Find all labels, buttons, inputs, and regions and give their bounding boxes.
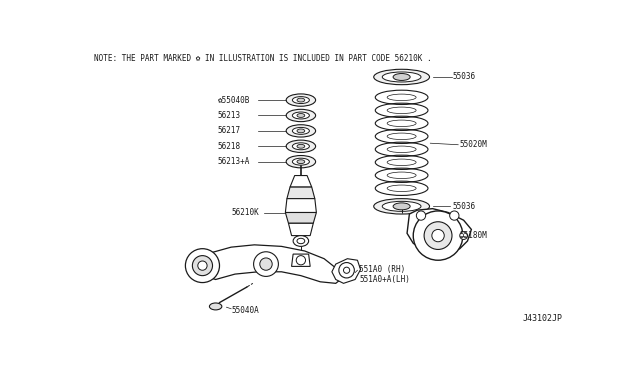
Ellipse shape xyxy=(286,125,316,137)
Polygon shape xyxy=(332,259,360,283)
Circle shape xyxy=(296,256,305,265)
Circle shape xyxy=(450,211,459,220)
Ellipse shape xyxy=(382,72,421,82)
Text: 56217: 56217 xyxy=(218,126,241,135)
Circle shape xyxy=(432,230,444,242)
Ellipse shape xyxy=(387,159,416,166)
Text: 56210K: 56210K xyxy=(231,208,259,217)
Polygon shape xyxy=(292,254,310,266)
Ellipse shape xyxy=(297,113,305,118)
Ellipse shape xyxy=(387,146,416,153)
Ellipse shape xyxy=(209,303,222,310)
Polygon shape xyxy=(407,209,472,255)
Polygon shape xyxy=(198,245,344,283)
Text: 56218: 56218 xyxy=(218,142,241,151)
Ellipse shape xyxy=(297,160,305,164)
Ellipse shape xyxy=(387,133,416,140)
Text: 56213: 56213 xyxy=(218,111,241,120)
Ellipse shape xyxy=(286,94,316,106)
Polygon shape xyxy=(290,176,312,187)
Ellipse shape xyxy=(387,94,416,100)
Text: 55036: 55036 xyxy=(452,202,475,211)
Ellipse shape xyxy=(297,129,305,133)
Text: ✿55040B: ✿55040B xyxy=(218,96,250,105)
Circle shape xyxy=(186,249,220,283)
Polygon shape xyxy=(285,212,316,223)
Text: 55040A: 55040A xyxy=(231,306,259,315)
Ellipse shape xyxy=(292,97,309,103)
Ellipse shape xyxy=(286,109,316,122)
Ellipse shape xyxy=(292,112,309,119)
Ellipse shape xyxy=(387,172,416,179)
Ellipse shape xyxy=(393,74,410,80)
Ellipse shape xyxy=(292,158,309,165)
Circle shape xyxy=(193,256,212,276)
Ellipse shape xyxy=(374,199,429,214)
Text: 55020M: 55020M xyxy=(460,140,488,149)
Text: NOTE: THE PART MARKED ✿ IN ILLUSTRATION IS INCLUDED IN PART CODE 56210K .: NOTE: THE PART MARKED ✿ IN ILLUSTRATION … xyxy=(94,54,431,63)
Ellipse shape xyxy=(286,155,316,168)
Circle shape xyxy=(413,211,463,260)
Ellipse shape xyxy=(387,120,416,126)
Ellipse shape xyxy=(374,69,429,85)
Ellipse shape xyxy=(393,203,410,210)
Ellipse shape xyxy=(286,140,316,153)
Ellipse shape xyxy=(297,238,305,244)
Text: 55036: 55036 xyxy=(452,73,475,81)
Ellipse shape xyxy=(382,201,421,211)
Ellipse shape xyxy=(292,143,309,150)
Ellipse shape xyxy=(297,98,305,102)
Circle shape xyxy=(424,222,452,250)
Circle shape xyxy=(253,252,278,276)
Circle shape xyxy=(417,211,426,220)
Circle shape xyxy=(339,263,355,278)
Ellipse shape xyxy=(387,185,416,192)
Text: 551A0+A(LH): 551A0+A(LH) xyxy=(359,275,410,284)
Ellipse shape xyxy=(297,144,305,148)
Text: 56213+A: 56213+A xyxy=(218,157,250,166)
Ellipse shape xyxy=(293,235,308,246)
Circle shape xyxy=(260,258,272,270)
Polygon shape xyxy=(285,199,316,212)
Text: 55180M: 55180M xyxy=(460,231,488,240)
Ellipse shape xyxy=(292,128,309,134)
Text: 551A0 (RH): 551A0 (RH) xyxy=(359,265,405,274)
Ellipse shape xyxy=(387,107,416,113)
Polygon shape xyxy=(287,187,315,199)
Circle shape xyxy=(198,261,207,270)
Text: J43102JP: J43102JP xyxy=(522,314,562,323)
Polygon shape xyxy=(289,223,313,235)
Circle shape xyxy=(460,232,467,240)
Circle shape xyxy=(344,267,349,273)
